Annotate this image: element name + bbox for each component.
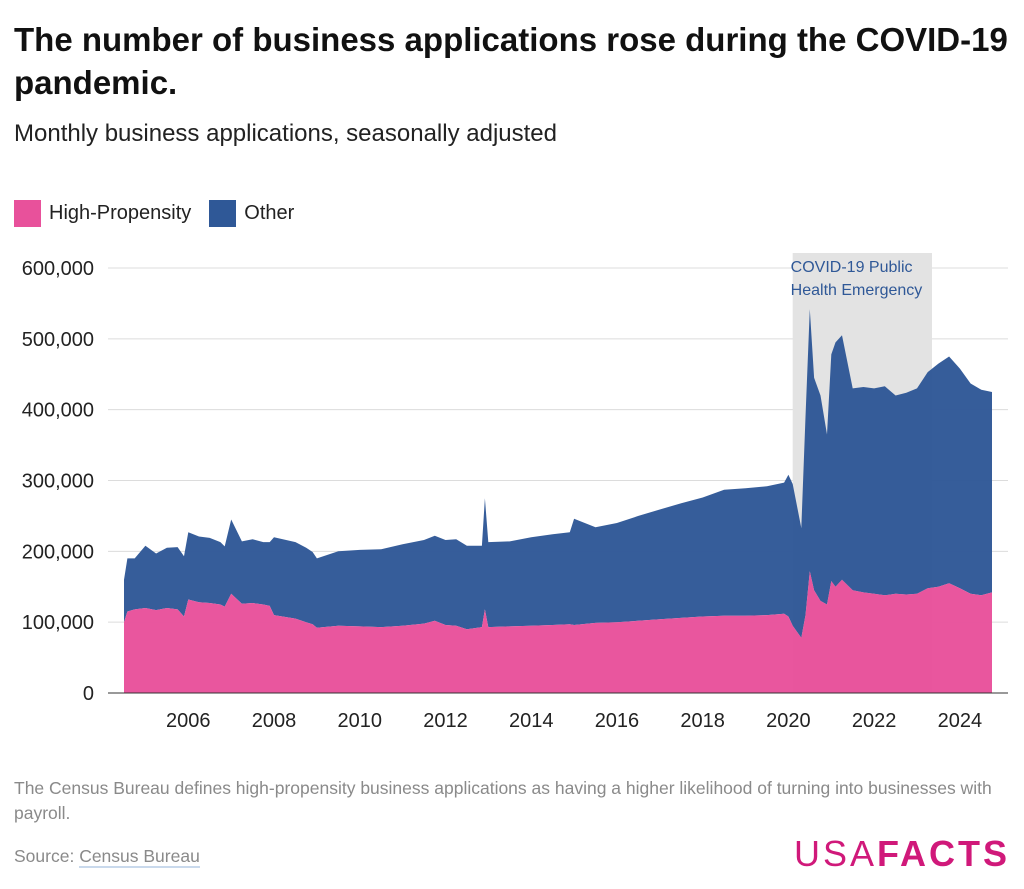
y-tick-label: 100,000	[22, 612, 94, 634]
x-tick-label: 2022	[852, 710, 897, 732]
legend-swatch-high-propensity	[14, 200, 41, 227]
source-link[interactable]: Census Bureau	[79, 846, 200, 868]
x-tick-label: 2016	[595, 710, 640, 732]
legend-swatch-other	[209, 200, 237, 227]
chart-title: The number of business applications rose…	[14, 21, 1008, 101]
x-tick-label: 2008	[252, 710, 297, 732]
legend-item-other: Other	[209, 200, 294, 227]
x-tick-label: 2012	[423, 710, 468, 732]
y-tick-label: 0	[83, 683, 94, 705]
x-tick-label: 2018	[680, 710, 725, 732]
x-tick-label: 2014	[509, 710, 554, 732]
legend: High-Propensity Other	[14, 200, 294, 227]
logo-text-usa: USA	[793, 833, 877, 874]
chart-subtitle: Monthly business applications, seasonall…	[14, 120, 557, 147]
annotation-label-line1: COVID-19 Public	[791, 259, 913, 276]
stacked-area-chart: 0 100,000 200,000 300,000 400,000 500,000 600,…	[22, 253, 1008, 732]
legend-label-other: Other	[244, 202, 295, 224]
y-tick-label: 400,000	[22, 400, 94, 422]
x-tick-label: 2024	[938, 710, 983, 732]
x-tick-label: 2020	[766, 710, 811, 732]
x-tick-label: 2006	[166, 710, 211, 732]
series-area-other	[124, 309, 992, 638]
x-tick-label: 2010	[338, 710, 383, 732]
annotation-label-line2: Health Emergency	[791, 282, 923, 299]
y-tick-label: 200,000	[22, 541, 94, 563]
footnote: The Census Bureau defines high-propensit…	[14, 778, 992, 823]
y-tick-label: 300,000	[22, 471, 94, 493]
usafacts-logo: USAFACTS	[794, 834, 1010, 874]
source-line: Source: Census Bureau	[14, 846, 200, 868]
series-area-high-propensity	[124, 571, 992, 693]
y-tick-label: 600,000	[22, 258, 94, 280]
logo-text-facts: FACTS	[876, 833, 1010, 874]
source-prefix: Source:	[14, 846, 75, 866]
legend-item-high-propensity: High-Propensity	[14, 200, 191, 227]
legend-label-high-propensity: High-Propensity	[49, 202, 192, 224]
y-tick-label: 500,000	[22, 329, 94, 351]
